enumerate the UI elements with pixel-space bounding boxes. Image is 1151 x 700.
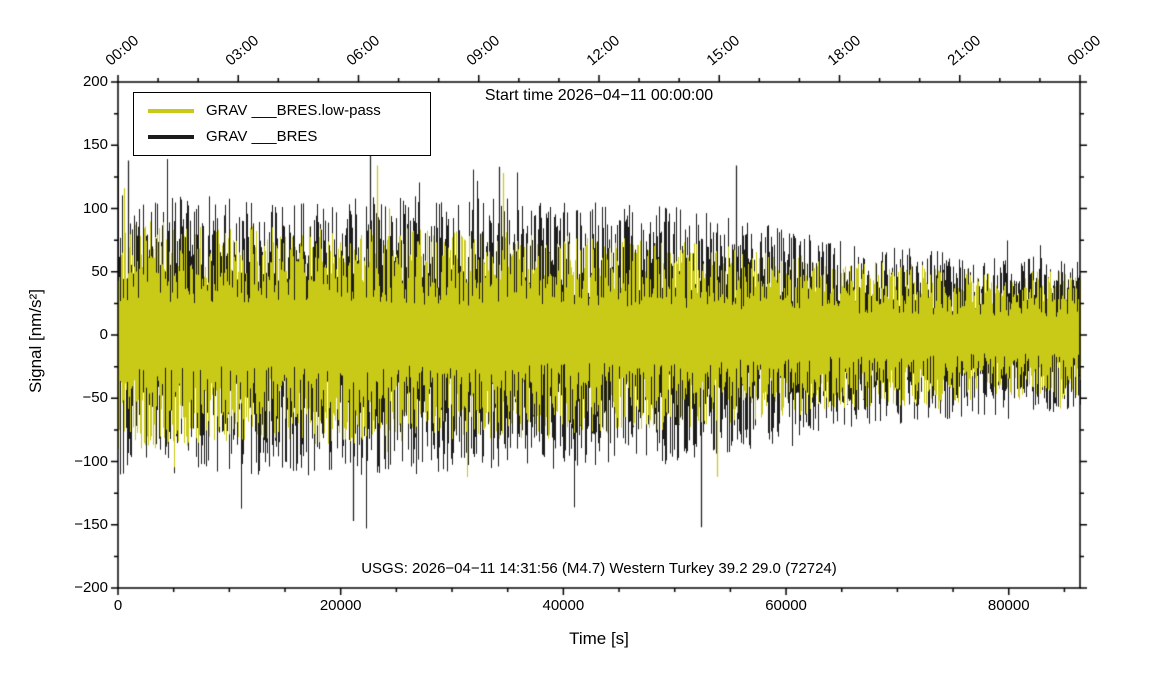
legend-item-raw: GRAV ___BRES (134, 124, 430, 150)
x-axis-label: Time [s] (569, 629, 629, 648)
legend-item-lowpass: GRAV ___BRES.low-pass (134, 98, 430, 124)
x-tick-label: 0 (113, 597, 123, 614)
y-tick-label: 200 (82, 73, 108, 90)
x-tick-label: 60000 (765, 597, 807, 614)
y-tick-label: −100 (74, 452, 108, 470)
usgs-event-annotation: USGS: 2026−04−11 14:31:56 (M4.7) Western… (361, 560, 837, 577)
y-axis-label: Signal [nm/s²] (26, 289, 45, 393)
x-tick-label: 20000 (319, 597, 362, 614)
y-tick-label: 150 (82, 136, 108, 154)
y-tick-label: 0 (99, 326, 108, 343)
y-tick-label: −50 (82, 389, 108, 407)
y-tick-label: −200 (74, 579, 108, 596)
legend-line-lowpass-sample (148, 109, 194, 113)
y-tick-label: 50 (91, 262, 108, 280)
legend-label-raw: GRAV ___BRES (206, 128, 318, 145)
plot-title: Start time 2026−04−11 00:00:00 (484, 87, 714, 104)
legend-box: GRAV ___BRES.low-pass GRAV ___BRES (133, 92, 431, 156)
y-tick-label: 100 (82, 199, 108, 217)
x-tick-label: 40000 (542, 597, 585, 614)
legend-line-raw-sample (148, 135, 194, 139)
x-tick-label: 80000 (987, 597, 1030, 614)
legend-label-lowpass: GRAV ___BRES.low-pass (206, 102, 381, 119)
y-tick-label: −150 (74, 515, 108, 533)
